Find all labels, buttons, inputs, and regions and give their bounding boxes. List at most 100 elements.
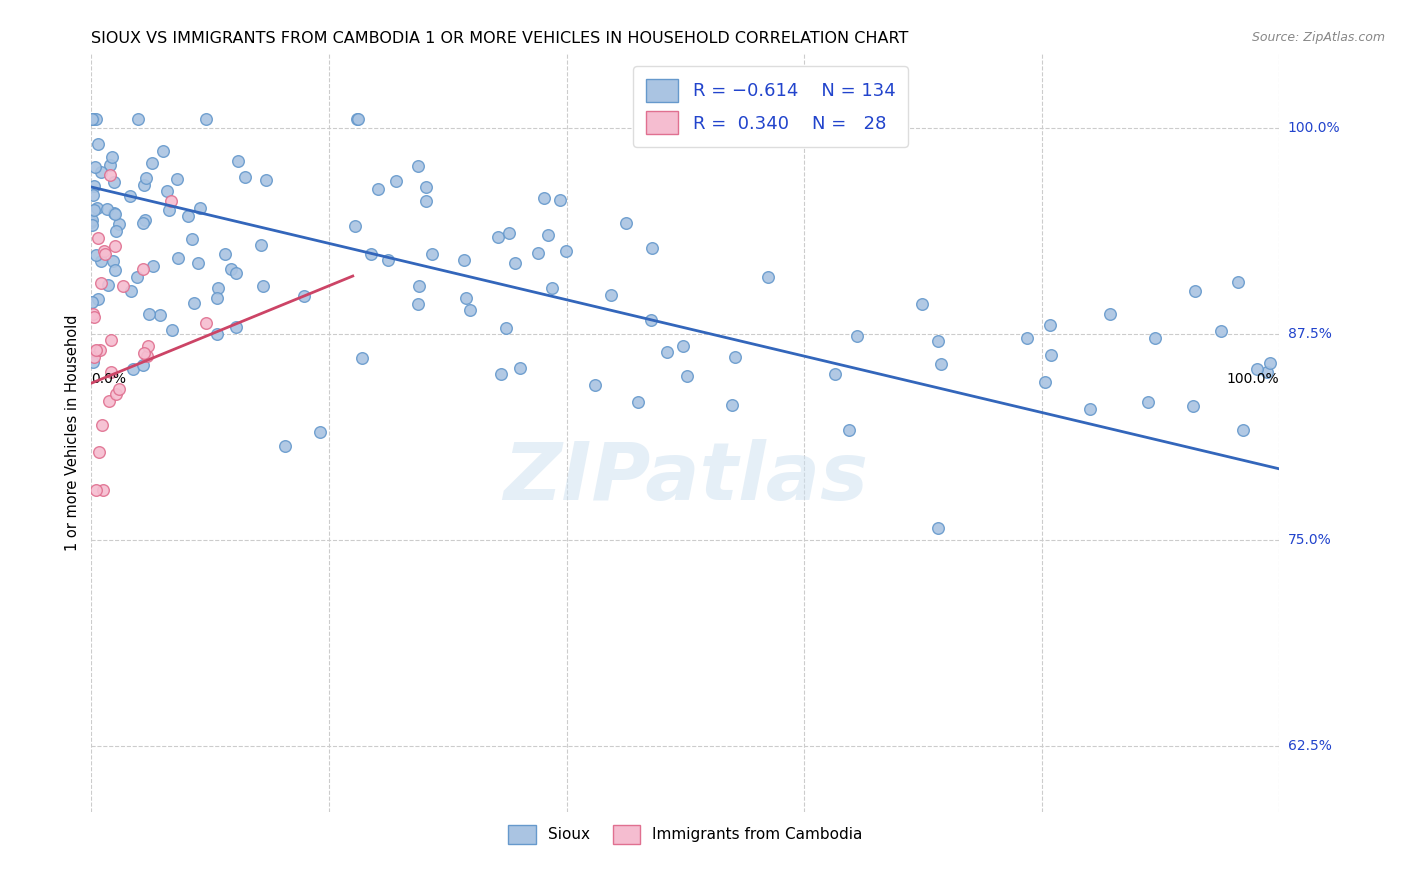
- Text: 100.0%: 100.0%: [1288, 120, 1340, 135]
- Point: [1143, 331, 1166, 345]
- Point: [756, 269, 779, 284]
- Point: [252, 279, 274, 293]
- Point: [225, 266, 247, 280]
- Point: [655, 344, 678, 359]
- Point: [91, 483, 114, 498]
- Point: [188, 201, 211, 215]
- Point: [1226, 276, 1249, 290]
- Point: [134, 213, 156, 227]
- Point: [132, 346, 155, 360]
- Point: [533, 191, 555, 205]
- Point: [183, 296, 205, 310]
- Point: [1232, 423, 1254, 437]
- Point: [672, 339, 695, 353]
- Point: [675, 368, 697, 383]
- Point: [254, 173, 277, 187]
- Point: [415, 179, 437, 194]
- Point: [377, 252, 399, 267]
- Point: [84, 112, 107, 127]
- Point: [105, 387, 128, 401]
- Point: [111, 279, 134, 293]
- Point: [136, 339, 159, 353]
- Point: [458, 303, 481, 318]
- Point: [509, 360, 531, 375]
- Point: [100, 333, 122, 347]
- Point: [486, 230, 509, 244]
- Point: [90, 253, 112, 268]
- Point: [503, 256, 526, 270]
- Point: [225, 319, 247, 334]
- Point: [187, 256, 209, 270]
- Point: [120, 284, 142, 298]
- Legend: Sioux, Immigrants from Cambodia: Sioux, Immigrants from Cambodia: [499, 815, 872, 854]
- Point: [929, 357, 952, 371]
- Point: [83, 202, 105, 217]
- Text: Source: ZipAtlas.com: Source: ZipAtlas.com: [1251, 31, 1385, 45]
- Point: [599, 288, 621, 302]
- Point: [91, 417, 114, 432]
- Point: [80, 219, 103, 233]
- Point: [181, 232, 204, 246]
- Point: [846, 329, 869, 343]
- Point: [614, 216, 637, 230]
- Point: [98, 394, 121, 409]
- Point: [219, 262, 242, 277]
- Point: [162, 323, 184, 337]
- Point: [160, 194, 183, 209]
- Point: [527, 245, 550, 260]
- Point: [83, 178, 105, 193]
- Point: [103, 175, 125, 189]
- Point: [226, 153, 249, 168]
- Point: [152, 144, 174, 158]
- Text: SIOUX VS IMMIGRANTS FROM CAMBODIA 1 OR MORE VEHICLES IN HOUSEHOLD CORRELATION CH: SIOUX VS IMMIGRANTS FROM CAMBODIA 1 OR M…: [91, 31, 908, 46]
- Point: [105, 224, 128, 238]
- Text: 100.0%: 100.0%: [1227, 372, 1279, 386]
- Point: [420, 247, 443, 261]
- Point: [498, 226, 520, 240]
- Point: [347, 112, 370, 127]
- Point: [103, 206, 125, 220]
- Point: [406, 297, 429, 311]
- Point: [142, 259, 165, 273]
- Point: [346, 112, 368, 127]
- Point: [80, 112, 103, 127]
- Point: [640, 312, 662, 326]
- Point: [406, 160, 429, 174]
- Point: [104, 238, 127, 252]
- Point: [80, 295, 103, 310]
- Point: [1184, 285, 1206, 299]
- Point: [641, 241, 664, 255]
- Point: [927, 521, 949, 535]
- Point: [166, 171, 188, 186]
- Point: [250, 237, 273, 252]
- Point: [352, 351, 374, 365]
- Point: [1258, 355, 1281, 369]
- Point: [141, 155, 163, 169]
- Text: 0.0%: 0.0%: [91, 372, 127, 386]
- Point: [86, 344, 108, 359]
- Point: [1039, 318, 1062, 332]
- Point: [233, 169, 256, 184]
- Point: [127, 112, 149, 127]
- Point: [86, 247, 108, 261]
- Point: [541, 281, 564, 295]
- Point: [824, 367, 846, 381]
- Point: [207, 281, 229, 295]
- Point: [96, 202, 118, 217]
- Point: [82, 212, 104, 227]
- Point: [98, 169, 121, 183]
- Point: [87, 445, 110, 459]
- Point: [537, 228, 560, 243]
- Point: [94, 247, 117, 261]
- Text: 87.5%: 87.5%: [1288, 326, 1331, 341]
- Point: [86, 292, 108, 306]
- Point: [489, 367, 512, 381]
- Point: [415, 194, 437, 208]
- Point: [132, 178, 155, 193]
- Point: [93, 244, 115, 258]
- Point: [384, 173, 406, 187]
- Point: [97, 277, 120, 292]
- Point: [101, 150, 124, 164]
- Point: [87, 136, 110, 151]
- Point: [1099, 307, 1122, 321]
